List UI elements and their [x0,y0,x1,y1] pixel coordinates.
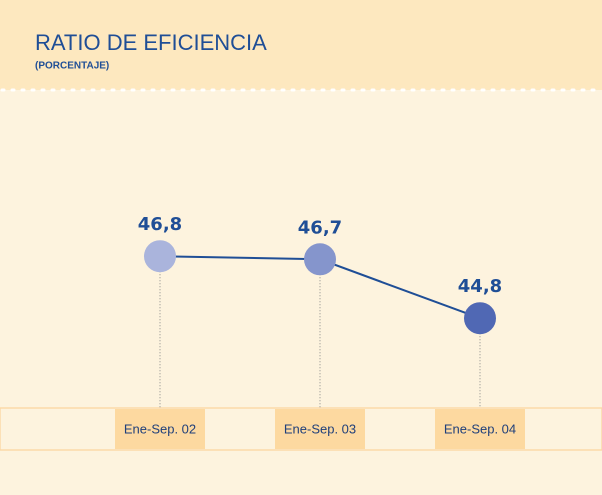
header-band [0,0,602,90]
chart-title: RATIO DE EFICIENCIA [35,30,267,55]
data-label: 46,7 [298,217,342,238]
chart-subtitle: (PORCENTAJE) [35,61,109,72]
x-tick-label: Ene-Sep. 04 [444,421,516,436]
x-tick-label: Ene-Sep. 03 [284,421,356,436]
data-point [144,240,176,273]
x-tick-label: Ene-Sep. 02 [124,421,196,436]
data-label: 46,8 [138,214,182,235]
data-point [304,243,336,276]
data-label: 44,8 [458,276,502,297]
data-point [464,302,496,335]
category-box [115,409,205,449]
category-box [435,409,525,449]
category-box [275,409,365,449]
